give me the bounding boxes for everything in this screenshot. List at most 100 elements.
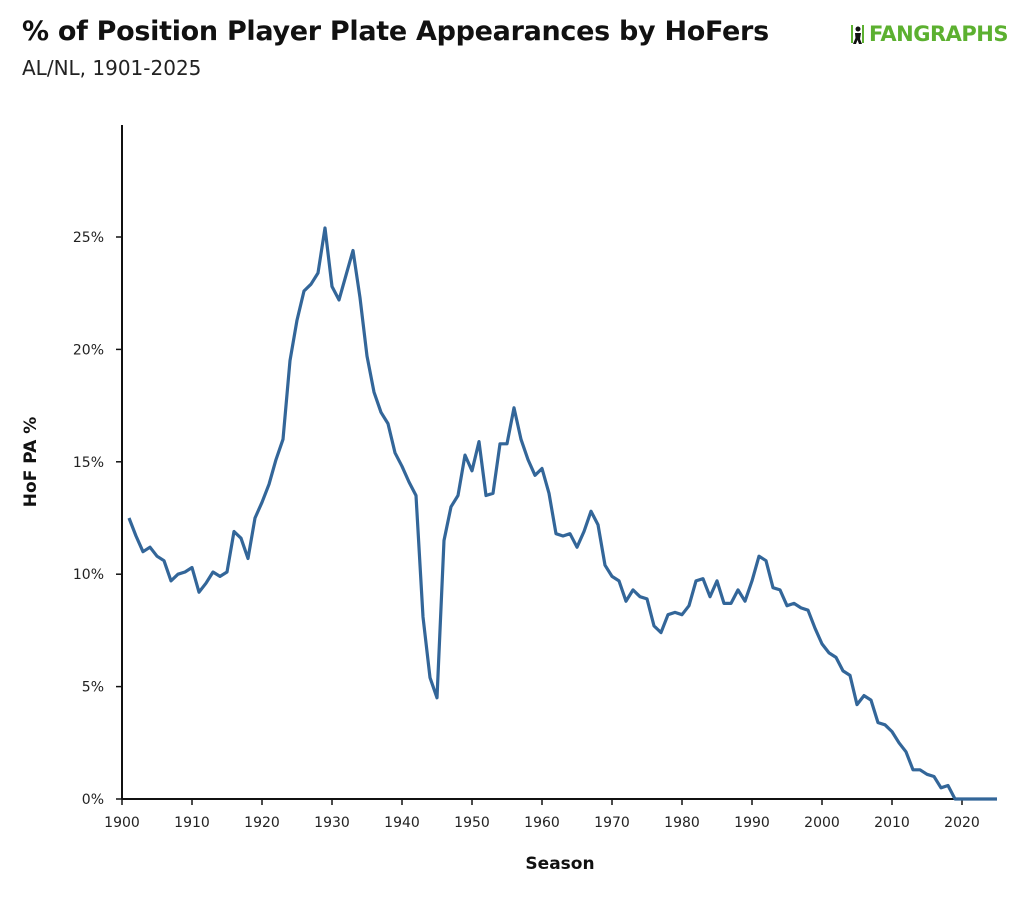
data-point: 1934: 22.3%: [358, 296, 362, 300]
data-point: 1925: 21.3%: [295, 318, 299, 322]
data-point: 1903: 11%: [141, 550, 145, 554]
data-point: 2025: 0%: [995, 797, 999, 801]
data-point: 1983: 9.8%: [701, 577, 705, 581]
x-tick-label: 1970: [594, 815, 630, 831]
data-point: 1995: 8.6%: [785, 604, 789, 608]
data-point: 2003: 5.7%: [841, 669, 845, 673]
x-tick-label: 1950: [454, 815, 490, 831]
data-point: 1974: 9%: [638, 595, 642, 599]
x-axis-label: Season: [525, 854, 594, 874]
x-tick-label: 1920: [244, 815, 280, 831]
data-point: 1962: 11.8%: [554, 532, 558, 536]
data-point: 1980: 8.2%: [680, 613, 684, 617]
data-point: 2018: 0.6%: [946, 784, 950, 788]
data-point: 2011: 2.5%: [897, 741, 901, 745]
data-point: 1901: 12.5%: [127, 516, 131, 520]
data-point: 1986: 8.7%: [722, 601, 726, 605]
data-point: 1958: 15.1%: [526, 458, 530, 462]
x-tick-label: 2010: [874, 815, 910, 831]
data-point: 1910: 10.3%: [190, 565, 194, 569]
data-point: 1959: 14.4%: [533, 473, 537, 477]
data-point: 1973: 9.3%: [631, 588, 635, 592]
data-point: 1907: 9.7%: [169, 579, 173, 583]
data-point: 1946: 11.5%: [442, 538, 446, 542]
data-point: 1961: 13.6%: [547, 491, 551, 495]
data-point: 2020: 0%: [960, 797, 964, 801]
data-point: 1969: 10.4%: [603, 563, 607, 567]
data-point: 1915: 10.1%: [225, 570, 229, 574]
data-point: 1943: 8.1%: [421, 615, 425, 619]
x-tick-label: 1910: [174, 815, 210, 831]
data-point: 1939: 15.4%: [393, 451, 397, 455]
data-point: 1951: 15.9%: [477, 440, 481, 444]
data-point: 1976: 7.7%: [652, 624, 656, 628]
data-point: 1999: 7.6%: [813, 626, 817, 630]
data-point: 1968: 12.2%: [596, 523, 600, 527]
logo-text: FANGRAPHS: [868, 22, 1009, 46]
data-point: 2000: 6.9%: [820, 642, 824, 646]
data-point: 2014: 1.3%: [918, 768, 922, 772]
fangraphs-logo: FANGRAPHS: [849, 22, 1009, 46]
y-axis-label: HoF PA %: [21, 417, 41, 507]
data-point: 1913: 10.1%: [211, 570, 215, 574]
data-point: 1992: 10.6%: [764, 559, 768, 563]
data-point: 1957: 16%: [519, 437, 523, 441]
y-axis-ticks: 0% 5% 10% 15% 20% 25%: [73, 230, 122, 808]
chart-subtitle: AL/NL, 1901-2025: [22, 56, 202, 80]
data-point: 2021: 0%: [967, 797, 971, 801]
data-point: 1923: 16%: [281, 437, 285, 441]
data-point: 1935: 19.7%: [365, 354, 369, 358]
data-point: 2007: 4.4%: [869, 698, 873, 702]
data-point: 2009: 3.3%: [883, 723, 887, 727]
x-tick-label: 1990: [734, 815, 770, 831]
data-point: 1988: 9.3%: [736, 588, 740, 592]
data-point: 1989: 8.8%: [743, 599, 747, 603]
data-point: 1982: 9.7%: [694, 579, 698, 583]
data-point: 1920: 13.2%: [260, 500, 264, 504]
data-point: 1955: 15.8%: [505, 442, 509, 446]
data-point: 1936: 18.1%: [372, 390, 376, 394]
data-point: 1954: 15.8%: [498, 442, 502, 446]
data-point: 1930: 22.8%: [330, 284, 334, 288]
data-point: 1984: 9%: [708, 595, 712, 599]
data-point: 1914: 9.9%: [218, 574, 222, 578]
data-point: 1950: 14.6%: [470, 469, 474, 473]
data-point: 1981: 8.6%: [687, 604, 691, 608]
data-point: 1945: 4.5%: [435, 696, 439, 700]
data-point: 1941: 14.1%: [407, 480, 411, 484]
data-point: 2017: 0.5%: [939, 786, 943, 790]
x-tick-label: 1900: [104, 815, 140, 831]
data-point: 1990: 9.7%: [750, 579, 754, 583]
data-point: 1927: 22.9%: [309, 282, 313, 286]
data-point: 1977: 7.4%: [659, 631, 663, 635]
data-point: 2015: 1.1%: [925, 772, 929, 776]
data-point: 2002: 6.3%: [834, 655, 838, 659]
data-point: 1932: 23.3%: [344, 273, 348, 277]
x-tick-label: 1960: [524, 815, 560, 831]
data-point: 1916: 11.9%: [232, 529, 236, 533]
data-point: 1924: 19.5%: [288, 359, 292, 363]
data-point: 1964: 11.8%: [568, 532, 572, 536]
data-point: 1918: 10.7%: [246, 556, 250, 560]
data-point: 1963: 11.7%: [561, 534, 565, 538]
y-tick-label: 0%: [82, 792, 104, 808]
data-point: 1965: 11.2%: [575, 545, 579, 549]
data-point: 1908: 10%: [176, 572, 180, 576]
data-point: 1948: 13.5%: [456, 494, 460, 498]
data-point: 1926: 22.6%: [302, 289, 306, 293]
y-tick-label: 5%: [82, 680, 104, 696]
data-point: 1997: 8.5%: [799, 606, 803, 610]
data-point: 2016: 1%: [932, 775, 936, 779]
y-tick-label: 15%: [73, 455, 104, 471]
data-point: 2010: 3%: [890, 730, 894, 734]
data-point: 2001: 6.5%: [827, 651, 831, 655]
data-point: 2024: 0%: [988, 797, 992, 801]
data-point: 1937: 17.2%: [379, 410, 383, 414]
data-point: 1909: 10.1%: [183, 570, 187, 574]
data-point: 1972: 8.8%: [624, 599, 628, 603]
data-point: 1967: 12.8%: [589, 509, 593, 513]
data-point: 1991: 10.8%: [757, 554, 761, 558]
x-tick-label: 1930: [314, 815, 350, 831]
